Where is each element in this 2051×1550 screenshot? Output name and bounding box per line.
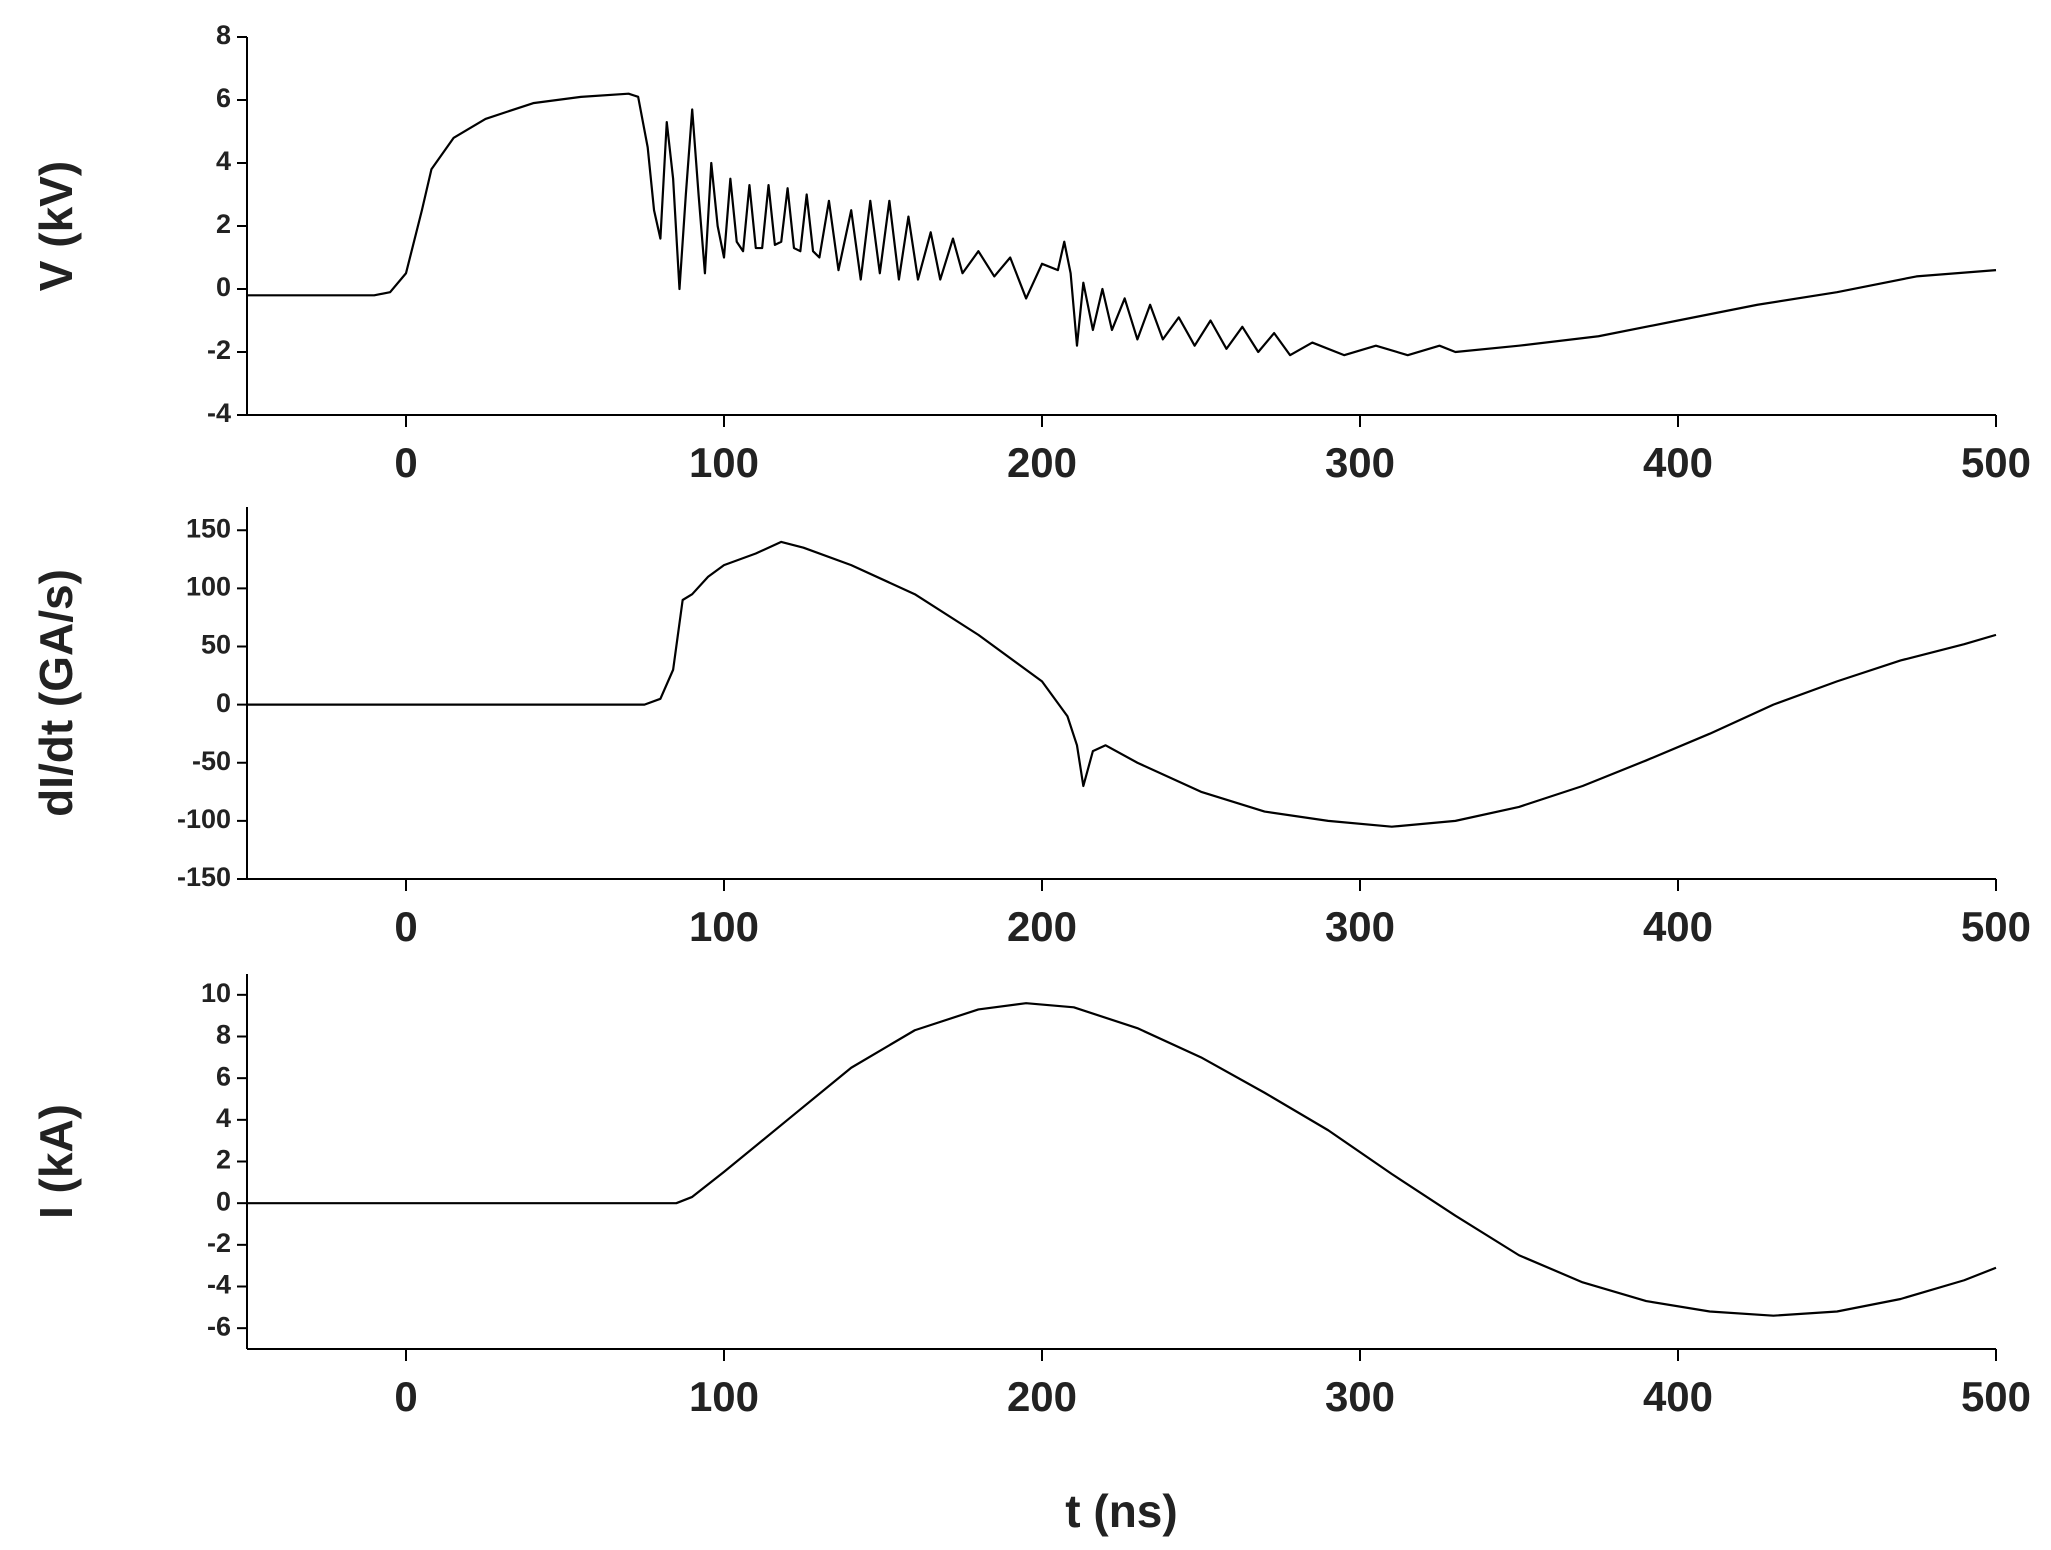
x-tick-label: 300 bbox=[1325, 439, 1395, 486]
y-axis-label: V (kV) bbox=[30, 161, 82, 291]
y-tick-label: 2 bbox=[216, 1145, 231, 1175]
y-tick-label: -2 bbox=[207, 335, 231, 365]
y-tick-label: -4 bbox=[207, 1270, 231, 1300]
y-tick-label: 8 bbox=[216, 1020, 231, 1050]
y-tick-label: 100 bbox=[186, 572, 231, 602]
x-tick-label: 300 bbox=[1325, 1373, 1395, 1420]
x-tick-label: 100 bbox=[689, 903, 759, 950]
y-tick-label: -50 bbox=[192, 746, 231, 776]
x-tick-label: 400 bbox=[1643, 1373, 1713, 1420]
y-tick-label: 0 bbox=[216, 1186, 231, 1216]
y-tick-label: 0 bbox=[216, 688, 231, 718]
data-line bbox=[247, 92, 1997, 357]
x-tick-label: 0 bbox=[394, 903, 417, 950]
x-tick-label: 300 bbox=[1325, 903, 1395, 950]
y-tick-label: 4 bbox=[216, 1103, 231, 1133]
x-tick-label: 200 bbox=[1007, 903, 1077, 950]
y-tick-label: 10 bbox=[201, 978, 231, 1008]
x-tick-label: 100 bbox=[689, 1373, 759, 1420]
y-axis-label: I (kA) bbox=[30, 1104, 82, 1219]
x-tick-label: 500 bbox=[1961, 903, 2031, 950]
y-tick-label: 6 bbox=[216, 83, 231, 113]
data-line bbox=[247, 540, 1997, 828]
x-tick-label: 0 bbox=[394, 439, 417, 486]
x-tick-label: 500 bbox=[1961, 1373, 2031, 1420]
y-tick-label: -6 bbox=[207, 1311, 231, 1341]
y-tick-label: -4 bbox=[207, 398, 231, 428]
y-tick-label: -100 bbox=[177, 804, 231, 834]
x-tick-label: 400 bbox=[1643, 903, 1713, 950]
y-tick-label: 8 bbox=[216, 20, 231, 50]
y-tick-label: 2 bbox=[216, 209, 231, 239]
x-tick-label: 200 bbox=[1007, 1373, 1077, 1420]
x-tick-label: 100 bbox=[689, 439, 759, 486]
y-tick-label: 50 bbox=[201, 630, 231, 660]
y-tick-label: 150 bbox=[186, 513, 231, 543]
y-tick-label: -150 bbox=[177, 862, 231, 892]
x-tick-label: 500 bbox=[1961, 439, 2031, 486]
x-tick-label: 200 bbox=[1007, 439, 1077, 486]
y-tick-label: 4 bbox=[216, 146, 231, 176]
y-tick-label: 6 bbox=[216, 1061, 231, 1091]
x-axis-label: t (ns) bbox=[1065, 1485, 1177, 1537]
y-tick-label: -2 bbox=[207, 1228, 231, 1258]
y-tick-label: 0 bbox=[216, 272, 231, 302]
y-axis-label: dI/dt (GA/s) bbox=[30, 569, 82, 817]
data-line bbox=[247, 1002, 1997, 1317]
x-tick-label: 0 bbox=[394, 1373, 417, 1420]
x-tick-label: 400 bbox=[1643, 439, 1713, 486]
